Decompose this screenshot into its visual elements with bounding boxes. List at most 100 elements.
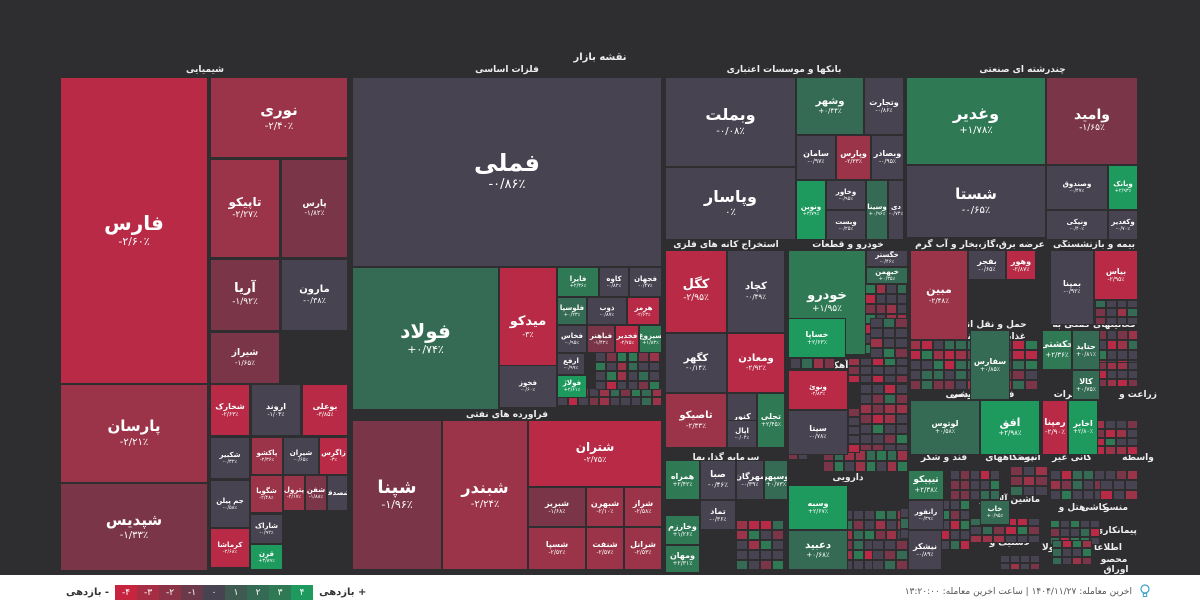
symbol-tile[interactable]: آریا -۱/۹۲٪ — [210, 259, 280, 331]
symbol-tile[interactable]: خساپا +۲/۶۳٪ — [788, 318, 846, 358]
symbol-tile[interactable]: کگهر -۰/۱۴٪ — [665, 333, 727, 393]
symbol-tile[interactable]: شکبیر -۰/۳۲٪ — [210, 437, 250, 479]
symbol-tile[interactable]: ونیکی -۰/۴۰٪ — [1046, 210, 1108, 240]
symbol-tile[interactable]: لوتوس +۰/۵۸٪ — [910, 400, 980, 455]
symbol-tile[interactable]: جم پیلن -۰/۵۸٪ — [210, 480, 250, 528]
symbol-tile[interactable]: وبملت -۰/۰۸٪ — [665, 77, 796, 167]
symbol-tile[interactable]: شخارک -۲/۶۳٪ — [210, 384, 250, 436]
symbol-tile[interactable]: تیپیکو +۲/۳۸٪ — [908, 470, 944, 500]
symbol-tile[interactable]: پارسان -۲/۲۱٪ — [60, 384, 208, 483]
symbol-tile[interactable]: فباهنر -۱/۴۲٪ — [587, 325, 615, 353]
symbol-tile[interactable]: شبندر -۲/۲۴٪ — [442, 420, 528, 570]
symbol-tile[interactable]: شتران -۲/۷۵٪ — [528, 420, 662, 487]
symbol-tile[interactable]: حکشتی+۲/۳۶٪ — [1042, 330, 1072, 370]
symbol-tile[interactable]: سامان -۰/۹۷٪ — [796, 135, 836, 180]
symbol-tile[interactable]: شپنا -۱/۹۶٪ — [352, 420, 442, 570]
symbol-tile[interactable]: وپارس -۲/۳۳٪ — [836, 135, 871, 180]
symbol-tile[interactable]: ونوین +۳/۷۹٪ — [796, 180, 826, 240]
symbol-tile[interactable]: ذوب -۰/۸۷٪ — [587, 297, 627, 325]
symbol-tile[interactable]: کرماشا -۲/۶۸٪ — [210, 528, 250, 568]
symbol-tile[interactable]: دعبید +۰/۶۸٪ — [788, 530, 848, 570]
symbol-tile[interactable]: وبست -۰/۲۵٪ — [826, 210, 866, 240]
symbol-tile[interactable]: سیتا -۰/۷۸٪ — [788, 410, 848, 455]
symbol-tile[interactable]: وتجارت -۰/۸۶٪ — [864, 77, 904, 135]
symbol-tile[interactable]: اپال -۰/۰۴٪ — [727, 420, 757, 448]
symbol-tile[interactable]: پترول -۲/۱۷٪ — [283, 475, 305, 511]
symbol-tile[interactable]: دی -۰/۷۴٪ — [888, 180, 904, 240]
symbol-tile[interactable]: وامید -۱/۶۵٪ — [1046, 77, 1138, 165]
symbol-tile[interactable]: شیراز -۱/۶۵٪ — [210, 332, 280, 384]
symbol-tile[interactable]: وسپهر +۰/۷۳٪ — [764, 460, 788, 500]
symbol-tile[interactable]: فارس -۲/۶۰٪ — [60, 77, 208, 384]
symbol-tile[interactable]: وبانک +۲/۹۳٪ — [1108, 165, 1138, 210]
symbol-tile[interactable]: وسبه +۲/۶۷٪ — [788, 485, 848, 530]
symbol-tile[interactable]: رمپنا -۲/۹۰٪ — [1042, 400, 1068, 455]
symbol-tile[interactable]: فخوز -۰/۶۰٪ — [499, 365, 557, 408]
symbol-tile[interactable]: پاکشو -۲/۳۶٪ — [251, 437, 283, 475]
symbol-tile[interactable]: اخابر +۲/۸۰٪ — [1068, 400, 1098, 455]
symbol-tile[interactable]: همراه +۲/۴۲٪ — [665, 460, 700, 500]
symbol-tile[interactable]: سیزوغ +۱/۸۳٪ — [639, 325, 662, 353]
symbol-tile[interactable]: فولاد +۰/۷۴٪ — [352, 267, 499, 410]
symbol-tile[interactable]: نوری -۲/۴۰٪ — [210, 77, 348, 158]
symbol-tile[interactable]: تجلی +۲/۴۵٪ — [757, 393, 785, 448]
symbol-tile[interactable]: تاصیکو -۲/۳۳٪ — [665, 393, 727, 448]
symbol-tile[interactable]: وغدیر +۱/۷۸٪ — [906, 77, 1046, 165]
symbol-tile[interactable]: کچاد -۰/۴۹٪ — [727, 250, 785, 333]
symbol-tile[interactable]: بوعلی -۳/۸۵٪ — [302, 384, 348, 436]
symbol-tile[interactable]: خاب +۰/۹۵٪ — [980, 500, 1010, 525]
symbol-tile[interactable]: فخاس -۰/۹۵٪ — [557, 325, 587, 353]
symbol-tile[interactable]: ومهان +۲/۳۱٪ — [665, 545, 700, 573]
symbol-tile[interactable]: ومعادن -۲/۹۲٪ — [727, 333, 785, 393]
symbol-tile[interactable]: شاراک -۰/۹۲٪ — [250, 514, 283, 544]
symbol-tile[interactable]: مبین -۲/۴۸٪ — [910, 250, 968, 340]
symbol-tile[interactable]: فخدیر -۲/۷۵٪ — [615, 325, 639, 353]
symbol-tile[interactable]: زاگرس -۳٪ — [319, 437, 348, 475]
symbol-tile[interactable]: تماد -۰/۳۶٪ — [700, 500, 736, 530]
symbol-tile[interactable]: کالا +۰/۷۵٪ — [1072, 370, 1100, 400]
symbol-tile[interactable]: شفن -۱/۸۸٪ — [305, 475, 327, 511]
symbol-tile[interactable]: خبهمن +۰/۳۵٪ — [866, 267, 908, 284]
symbol-tile[interactable]: بیاس -۲/۹۵٪ — [1094, 250, 1138, 300]
symbol-tile[interactable]: پارس -۱/۸۲٪ — [281, 159, 348, 258]
symbol-tile[interactable]: نیشکر -۰/۸۹٪ — [908, 530, 942, 570]
symbol-tile[interactable]: فلوسپا +۰/۲۳٪ — [557, 297, 587, 325]
symbol-tile[interactable]: شستا -۰/۶۵٪ — [906, 165, 1046, 238]
symbol-tile[interactable]: ونوئ -۲/۸۳٪ — [788, 370, 848, 410]
symbol-tile[interactable]: هرمز -۲/۶۳٪ — [627, 297, 660, 325]
symbol-tile[interactable]: تاپیکو -۲/۲۷٪ — [210, 159, 280, 258]
symbol-tile[interactable]: شسپا -۲/۵۲٪ — [528, 527, 586, 570]
symbol-tile[interactable]: شبهرن -۲/۱۰٪ — [586, 487, 624, 527]
symbol-tile[interactable]: مارون -۰/۳۸٪ — [281, 259, 348, 331]
symbol-tile[interactable]: اروند -۱/۰۴٪ — [251, 384, 301, 436]
symbol-tile[interactable]: شپدیس -۱/۳۳٪ — [60, 483, 208, 571]
symbol-tile[interactable]: حتاید +۰/۸۱٪ — [1072, 330, 1100, 370]
symbol-tile[interactable]: رانفور -۰/۳۹٪ — [908, 500, 944, 530]
symbol-tile[interactable]: وکغدیر -۰/۷۰٪ — [1108, 210, 1138, 240]
symbol-tile[interactable]: وخاور -۰/۹۵٪ — [826, 180, 866, 210]
symbol-tile[interactable]: بمپنا -۰/۹۲٪ — [1050, 250, 1094, 325]
symbol-tile[interactable]: بفجر -۰/۶۵٪ — [968, 250, 1006, 280]
symbol-tile[interactable]: شراز -۲/۵۸٪ — [624, 487, 662, 527]
symbol-tile[interactable]: فولاژ +۲/۶۱٪ — [557, 375, 587, 398]
symbol-tile[interactable]: وهور -۲/۸۷٪ — [1006, 250, 1036, 280]
symbol-tile[interactable]: وخارزم +۱/۲۶٪ — [665, 515, 700, 545]
symbol-tile[interactable]: فجهان -۰/۴۷٪ — [629, 267, 662, 297]
symbol-tile[interactable]: شنفت -۲/۵۷٪ — [586, 527, 624, 570]
symbol-tile[interactable]: سفارس +۰/۸۵٪ — [970, 330, 1010, 400]
symbol-tile[interactable]: صبا -۰/۴۶٪ — [700, 460, 736, 500]
symbol-tile[interactable]: وصندوق -۰/۴۷٪ — [1046, 165, 1108, 210]
symbol-tile[interactable]: کاوه -۰/۸۲٪ — [599, 267, 629, 297]
symbol-tile[interactable]: قرن +۳/۸۹٪ — [250, 544, 283, 570]
symbol-tile[interactable]: وشهر +۰/۴۴٪ — [796, 77, 864, 135]
symbol-tile[interactable]: شیران -۰/۶۵٪ — [283, 437, 319, 475]
symbol-tile[interactable]: وپاسار ۰٪ — [665, 167, 796, 240]
symbol-tile[interactable]: کگل -۲/۹۵٪ — [665, 250, 727, 333]
symbol-tile[interactable]: ارفع -۰/۹۹٪ — [557, 353, 585, 375]
symbol-tile[interactable]: مهرگان -۰/۳۹٪ — [736, 460, 764, 500]
symbol-tile[interactable]: فایرا +۲/۳۶٪ — [557, 267, 599, 297]
symbol-tile[interactable]: شصدف — [327, 475, 348, 511]
symbol-tile[interactable]: شگویا -۲/۴۸٪ — [250, 475, 283, 513]
symbol-tile[interactable]: شرانل -۲/۵۳٪ — [624, 527, 662, 570]
symbol-tile[interactable]: فملی -۰/۸۶٪ — [352, 77, 662, 267]
